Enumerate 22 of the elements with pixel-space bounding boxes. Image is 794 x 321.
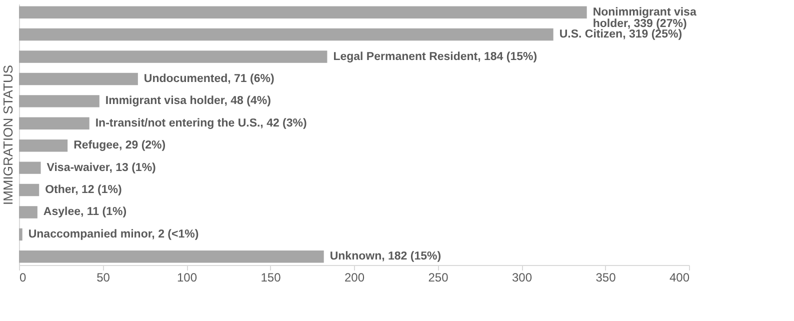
x-tick-label: 250 bbox=[428, 270, 449, 284]
x-tick-label: 200 bbox=[344, 270, 365, 284]
y-axis-title: IMMIGRATION STATUS bbox=[0, 64, 16, 206]
data-label: Unknown, 182 (15%) bbox=[330, 250, 442, 263]
data-label: In-transit/not entering the U.S., 42 (3%) bbox=[95, 117, 308, 130]
x-tick-label: 0 bbox=[20, 270, 26, 284]
data-label: Visa-waiver, 13 (1%) bbox=[46, 162, 156, 174]
data-label: Legal Permanent Resident, 184 (15%) bbox=[333, 50, 538, 63]
x-tick-label: 300 bbox=[512, 270, 532, 284]
data-label: Asylee, 11 (1%) bbox=[43, 206, 127, 218]
x-tick-label: 400 bbox=[669, 270, 690, 284]
data-label: Immigrant visa holder, 48 (4%) bbox=[105, 95, 272, 108]
x-tick-label: 100 bbox=[176, 270, 198, 284]
data-label: Undocumented, 71 (6%) bbox=[144, 72, 274, 85]
data-label: Nonimmigrant visa holder, 339 (27%) bbox=[592, 6, 697, 30]
x-tick-label: 350 bbox=[596, 270, 616, 284]
data-label: Other, 12 (1%) bbox=[45, 184, 122, 196]
x-tick-label: 150 bbox=[260, 270, 282, 284]
data-label: Unaccompanied minor, 2 (<1%) bbox=[28, 228, 199, 240]
x-tick-label: 50 bbox=[96, 270, 110, 284]
data-label: U.S. Citizen, 319 (25%) bbox=[559, 28, 682, 41]
data-label: Refugee, 29 (2%) bbox=[74, 140, 166, 152]
